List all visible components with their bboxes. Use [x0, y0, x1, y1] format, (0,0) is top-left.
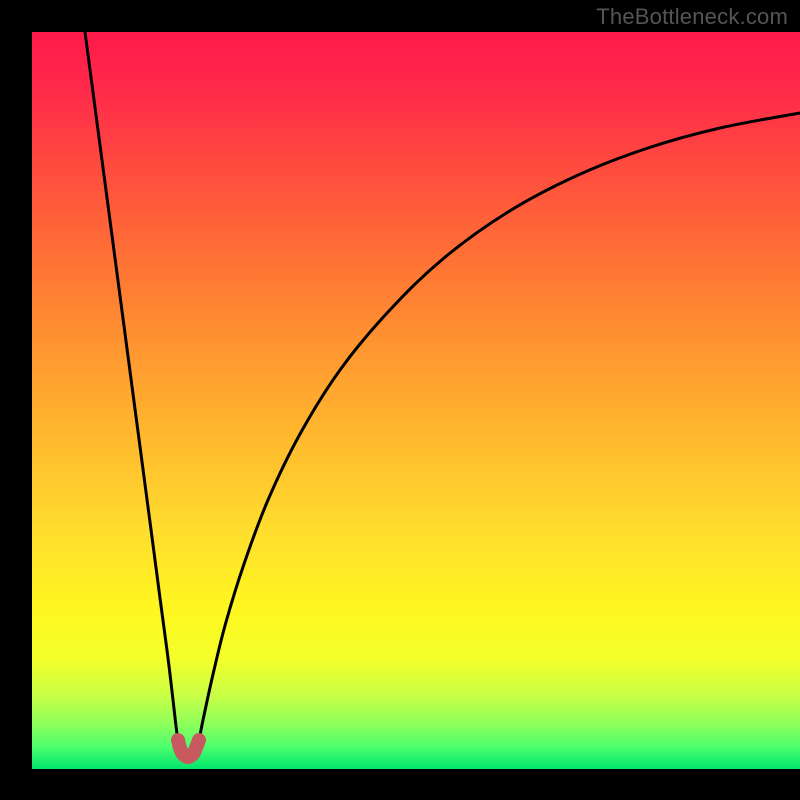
watermark-text: TheBottleneck.com	[596, 4, 788, 30]
plot-background	[32, 32, 800, 769]
chart-svg	[0, 0, 800, 800]
chart-container: TheBottleneck.com	[0, 0, 800, 800]
